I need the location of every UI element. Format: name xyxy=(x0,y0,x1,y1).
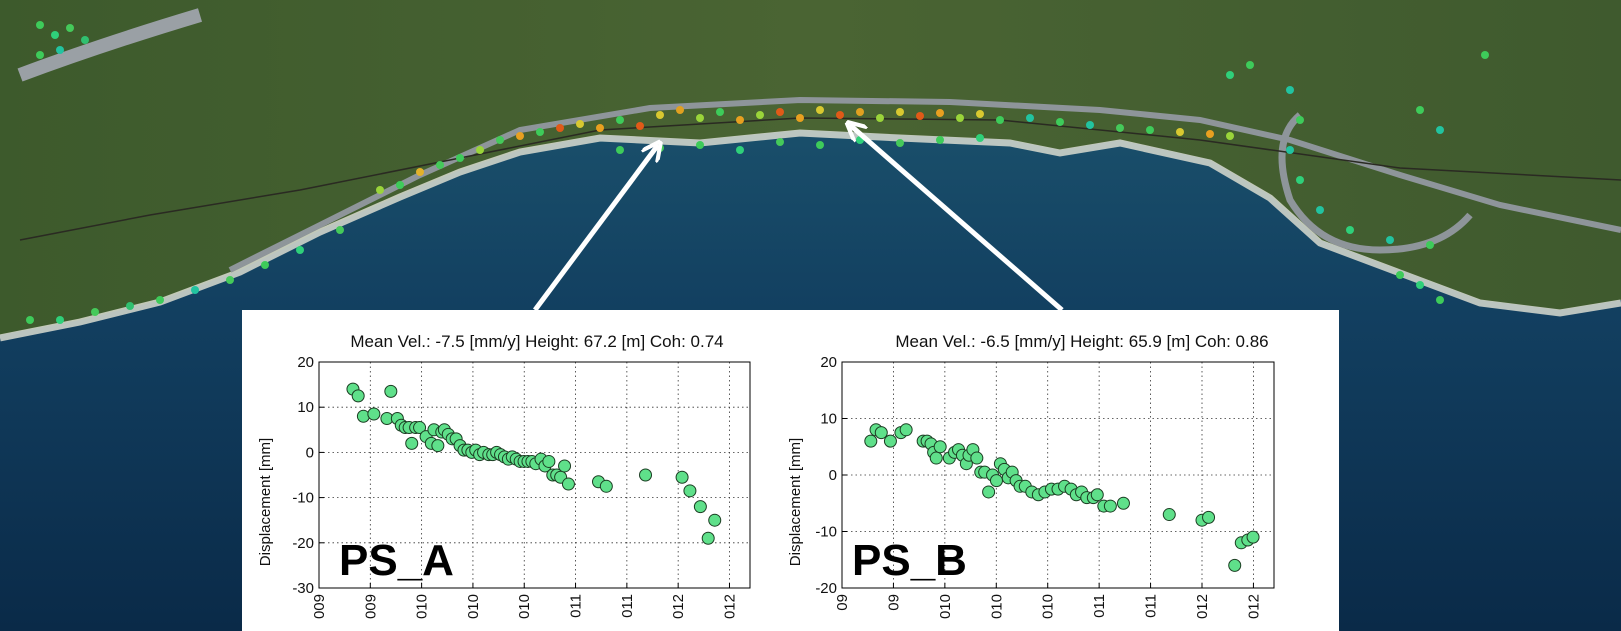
data-point xyxy=(639,468,653,482)
data-point xyxy=(351,389,365,403)
x-tick-label: 011 xyxy=(619,594,636,618)
x-tick-label: 011 xyxy=(1143,594,1160,618)
ps-label: PS_A xyxy=(339,536,454,585)
x-tick-label: 09 xyxy=(834,594,851,611)
data-point xyxy=(558,459,572,473)
y-tick-label: 20 xyxy=(820,354,837,371)
arrow-to-ps-b xyxy=(850,125,1064,312)
data-point xyxy=(929,451,943,465)
arrow-to-ps-a xyxy=(532,145,658,312)
data-points xyxy=(346,382,722,545)
data-point xyxy=(933,440,947,454)
x-tick-label: 010 xyxy=(414,594,431,619)
data-point xyxy=(1116,496,1130,510)
y-tick-label: -20 xyxy=(292,535,314,552)
data-point xyxy=(599,479,613,493)
x-tick-label: 010 xyxy=(988,594,1005,619)
data-point xyxy=(1103,499,1117,513)
data-point xyxy=(431,439,445,453)
x-tick-label: 010 xyxy=(1040,594,1057,619)
data-point xyxy=(561,477,575,491)
data-point xyxy=(982,485,996,499)
y-axis-label: Displacement [mm] xyxy=(257,438,274,566)
y-tick-label: -10 xyxy=(815,524,837,541)
data-point xyxy=(405,436,419,450)
data-point xyxy=(970,451,984,465)
land-area xyxy=(0,0,1621,335)
data-point xyxy=(413,421,427,435)
data-point xyxy=(683,484,697,498)
y-ticks: 20 10 0 -10 -20 xyxy=(815,354,847,597)
chart-panel: Mean Vel.: -7.5 [mm/y] Height: 67.2 [m] … xyxy=(242,310,1339,631)
data-point xyxy=(693,500,707,514)
railway-line xyxy=(19,117,1621,241)
x-tick-label: 012 xyxy=(721,594,738,619)
data-point xyxy=(675,470,689,484)
data-point xyxy=(989,474,1003,488)
y-tick-label: 20 xyxy=(297,354,314,371)
x-tick-label: 009 xyxy=(311,594,328,619)
y-tick-label: 10 xyxy=(297,399,314,416)
x-tick-label: 012 xyxy=(670,594,687,619)
data-point xyxy=(1228,558,1242,572)
ps-point-cloud xyxy=(26,21,1489,324)
y-tick-label: -30 xyxy=(292,580,314,597)
data-point xyxy=(384,384,398,398)
data-point xyxy=(883,434,897,448)
x-tick-label: 011 xyxy=(568,594,585,618)
data-point xyxy=(708,513,722,527)
x-tick-label: 012 xyxy=(1194,594,1211,619)
data-point xyxy=(874,426,888,440)
x-ticks: 009 009 010 010 010 011 011 012 012 xyxy=(311,583,738,619)
highway xyxy=(17,8,203,82)
x-tick-label: 09 xyxy=(885,594,902,611)
chart-ps-b: Mean Vel.: -6.5 [mm/y] Height: 65.9 [m] … xyxy=(787,332,1275,619)
chart-title: Mean Vel.: -6.5 [mm/y] Height: 65.9 [m] … xyxy=(895,332,1268,351)
y-tick-label: -10 xyxy=(292,490,314,507)
data-point xyxy=(1090,488,1104,502)
y-tick-label: -20 xyxy=(815,580,837,597)
x-ticks: 09 09 010 010 010 011 011 012 012 xyxy=(834,583,1262,619)
data-point xyxy=(1162,508,1176,522)
data-point xyxy=(356,409,370,423)
x-tick-label: 010 xyxy=(516,594,533,619)
data-point xyxy=(367,407,381,421)
plot-frame xyxy=(318,361,751,589)
ps-label: PS_B xyxy=(852,536,967,585)
y-tick-label: 10 xyxy=(820,411,837,428)
data-point xyxy=(1246,530,1260,544)
x-tick-label: 012 xyxy=(1245,594,1262,619)
x-tick-label: 011 xyxy=(1091,594,1108,618)
data-points xyxy=(864,423,1260,572)
data-point xyxy=(899,423,913,437)
x-tick-label: 010 xyxy=(937,594,954,619)
y-tick-label: 0 xyxy=(829,467,837,484)
y-axis-label: Displacement [mm] xyxy=(787,438,804,566)
data-point xyxy=(542,454,556,468)
data-point xyxy=(1202,510,1216,524)
data-point xyxy=(701,531,715,545)
x-tick-label: 010 xyxy=(465,594,482,619)
data-point xyxy=(864,434,878,448)
y-tick-label: 0 xyxy=(306,444,314,461)
chart-title: Mean Vel.: -7.5 [mm/y] Height: 67.2 [m] … xyxy=(350,332,723,351)
x-tick-label: 009 xyxy=(362,594,379,619)
chart-ps-a: Mean Vel.: -7.5 [mm/y] Height: 67.2 [m] … xyxy=(257,332,751,619)
y-ticks: 20 10 0 -10 -20 -30 xyxy=(292,354,324,597)
